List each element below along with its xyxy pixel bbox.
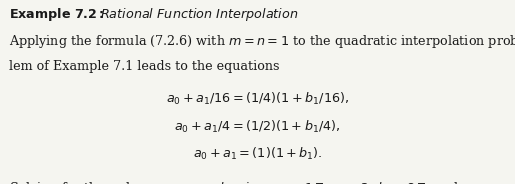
Text: $a_0 + a_1/4 = (1/2)(1 + b_1/4),$: $a_0 + a_1/4 = (1/2)(1 + b_1/4),$ [174, 118, 341, 135]
Text: Applying the formula (7.2.6) with $m = n = 1$ to the quadratic interpolation pro: Applying the formula (7.2.6) with $m = n… [9, 33, 515, 50]
Text: Solving for the unknowns $a_0, a_1, b_1$ gives $a_0 = 1/7$, $a_1 = 2$, $b_1 = 8/: Solving for the unknowns $a_0, a_1, b_1$… [9, 180, 459, 184]
Text: $a_0 + a_1/16 = (1/4)(1 + b_1/16),$: $a_0 + a_1/16 = (1/4)(1 + b_1/16),$ [166, 91, 349, 107]
Text: $a_0 + a_1 = (1)(1 + b_1).$: $a_0 + a_1 = (1)(1 + b_1).$ [193, 146, 322, 162]
Text: lem of Example 7.1 leads to the equations: lem of Example 7.1 leads to the equation… [9, 60, 280, 73]
Text: $\mathit{Rational\ Function\ Interpolation}$: $\mathit{Rational\ Function\ Interpolati… [100, 6, 299, 22]
Text: $\mathbf{Example\ 7.2:}$: $\mathbf{Example\ 7.2:}$ [9, 6, 105, 22]
